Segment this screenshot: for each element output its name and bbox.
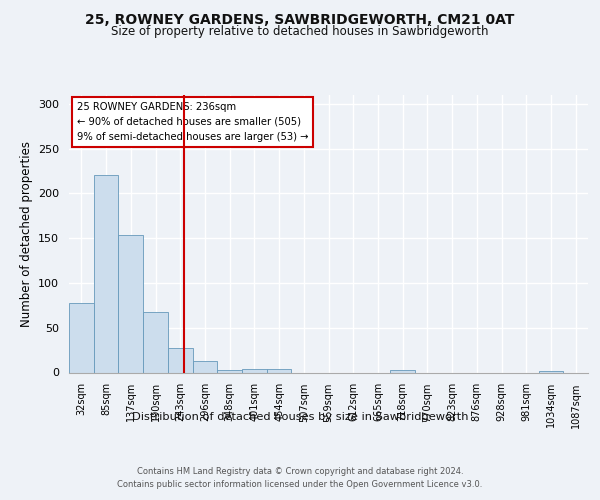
Bar — [390, 370, 415, 372]
Text: Distribution of detached houses by size in Sawbridgeworth: Distribution of detached houses by size … — [132, 412, 468, 422]
Bar — [143, 312, 168, 372]
Bar — [168, 348, 193, 372]
Bar — [118, 234, 143, 372]
Text: Size of property relative to detached houses in Sawbridgeworth: Size of property relative to detached ho… — [111, 25, 489, 38]
Y-axis label: Number of detached properties: Number of detached properties — [20, 141, 32, 327]
Bar — [539, 370, 563, 372]
Bar — [242, 369, 267, 372]
Bar — [69, 302, 94, 372]
Bar — [94, 174, 118, 372]
Text: 25 ROWNEY GARDENS: 236sqm
← 90% of detached houses are smaller (505)
9% of semi-: 25 ROWNEY GARDENS: 236sqm ← 90% of detac… — [77, 102, 308, 142]
Bar — [267, 369, 292, 372]
Text: 25, ROWNEY GARDENS, SAWBRIDGEWORTH, CM21 0AT: 25, ROWNEY GARDENS, SAWBRIDGEWORTH, CM21… — [85, 12, 515, 26]
Bar — [217, 370, 242, 372]
Bar — [193, 361, 217, 372]
Text: Contains HM Land Registry data © Crown copyright and database right 2024.
Contai: Contains HM Land Registry data © Crown c… — [118, 468, 482, 489]
